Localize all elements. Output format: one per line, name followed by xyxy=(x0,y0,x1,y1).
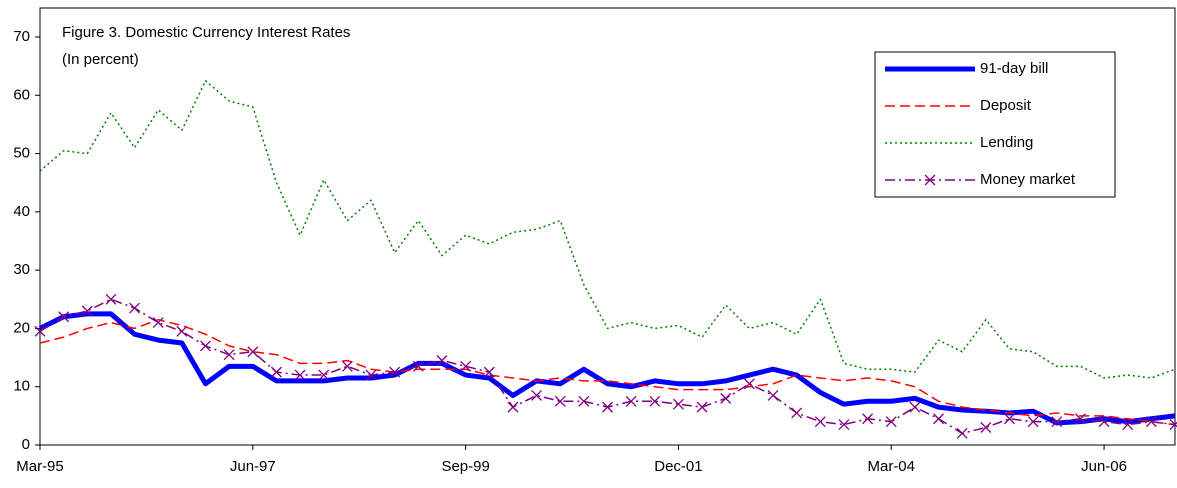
series-marker xyxy=(152,317,164,329)
series-marker xyxy=(81,305,93,317)
y-tick-label: 70 xyxy=(13,28,30,45)
series-marker xyxy=(200,340,211,352)
series-marker xyxy=(531,389,543,401)
series-marker xyxy=(1122,419,1134,431)
series-marker xyxy=(767,389,779,401)
x-tick-label: Dec-01 xyxy=(654,458,702,475)
series-marker xyxy=(318,369,330,381)
series-marker xyxy=(58,311,70,323)
y-tick-label: 50 xyxy=(13,145,30,162)
x-tick-label: Mar-04 xyxy=(867,458,915,475)
x-tick-label: Jun-06 xyxy=(1081,458,1127,475)
legend-label: 91-day bill xyxy=(980,60,1048,77)
y-tick-label: 10 xyxy=(13,378,30,395)
series-marker xyxy=(672,398,684,410)
y-tick-label: 0 xyxy=(22,436,30,453)
series-marker xyxy=(460,360,472,372)
series-marker xyxy=(649,395,661,407)
series-marker xyxy=(270,366,282,378)
series-marker xyxy=(412,360,424,372)
series-line xyxy=(38,311,1176,426)
series-marker xyxy=(1051,416,1063,428)
x-tick-label: Mar-95 xyxy=(16,458,64,475)
series-marker xyxy=(105,293,117,305)
series-marker xyxy=(578,395,590,407)
series-marker xyxy=(625,395,637,407)
series-marker xyxy=(436,355,448,366)
series-marker xyxy=(885,416,897,428)
series-marker xyxy=(129,302,141,314)
series-marker xyxy=(1074,413,1086,425)
series-marker xyxy=(980,422,992,433)
series-marker xyxy=(1098,416,1110,428)
series-marker xyxy=(294,369,306,381)
series-marker xyxy=(1169,419,1177,431)
series-marker xyxy=(933,413,945,425)
x-tick-label: Sep-99 xyxy=(441,458,489,475)
chart-title: Figure 3. Domestic Currency Interest Rat… xyxy=(62,24,350,41)
series-marker xyxy=(838,419,850,431)
series-marker xyxy=(720,392,732,404)
series-marker xyxy=(696,401,708,413)
series-marker xyxy=(1145,416,1157,428)
series-line xyxy=(39,79,1176,379)
y-tick-label: 20 xyxy=(13,319,30,336)
series-line xyxy=(39,318,1176,426)
series-marker xyxy=(1027,416,1039,428)
series-marker xyxy=(791,407,803,419)
series-marker xyxy=(365,369,377,381)
legend-marker xyxy=(924,174,936,186)
series-marker xyxy=(507,401,519,413)
legend-label: Deposit xyxy=(980,97,1032,114)
legend-box xyxy=(874,51,1116,198)
series-marker xyxy=(176,325,188,337)
series-marker xyxy=(1004,413,1015,425)
series-marker xyxy=(341,360,353,372)
plot-frame xyxy=(39,7,1176,446)
series-marker xyxy=(223,349,235,361)
series-marker xyxy=(247,346,259,358)
x-tick-label: Jun-97 xyxy=(230,458,276,475)
y-tick-label: 40 xyxy=(13,203,30,220)
series-marker xyxy=(814,416,826,428)
series-marker xyxy=(483,366,495,378)
series-marker xyxy=(743,378,755,390)
legend-label: Money market xyxy=(980,171,1076,188)
chart-subtitle: (In percent) xyxy=(62,51,139,68)
y-tick-label: 30 xyxy=(13,261,30,278)
series-marker xyxy=(602,401,613,413)
series-marker xyxy=(909,401,921,413)
legend-label: Lending xyxy=(980,134,1033,151)
series-marker xyxy=(34,325,46,337)
y-tick-label: 60 xyxy=(13,86,30,103)
series-marker xyxy=(862,413,874,425)
series-marker xyxy=(389,366,401,378)
series-marker xyxy=(554,395,566,407)
series-marker xyxy=(956,427,968,439)
